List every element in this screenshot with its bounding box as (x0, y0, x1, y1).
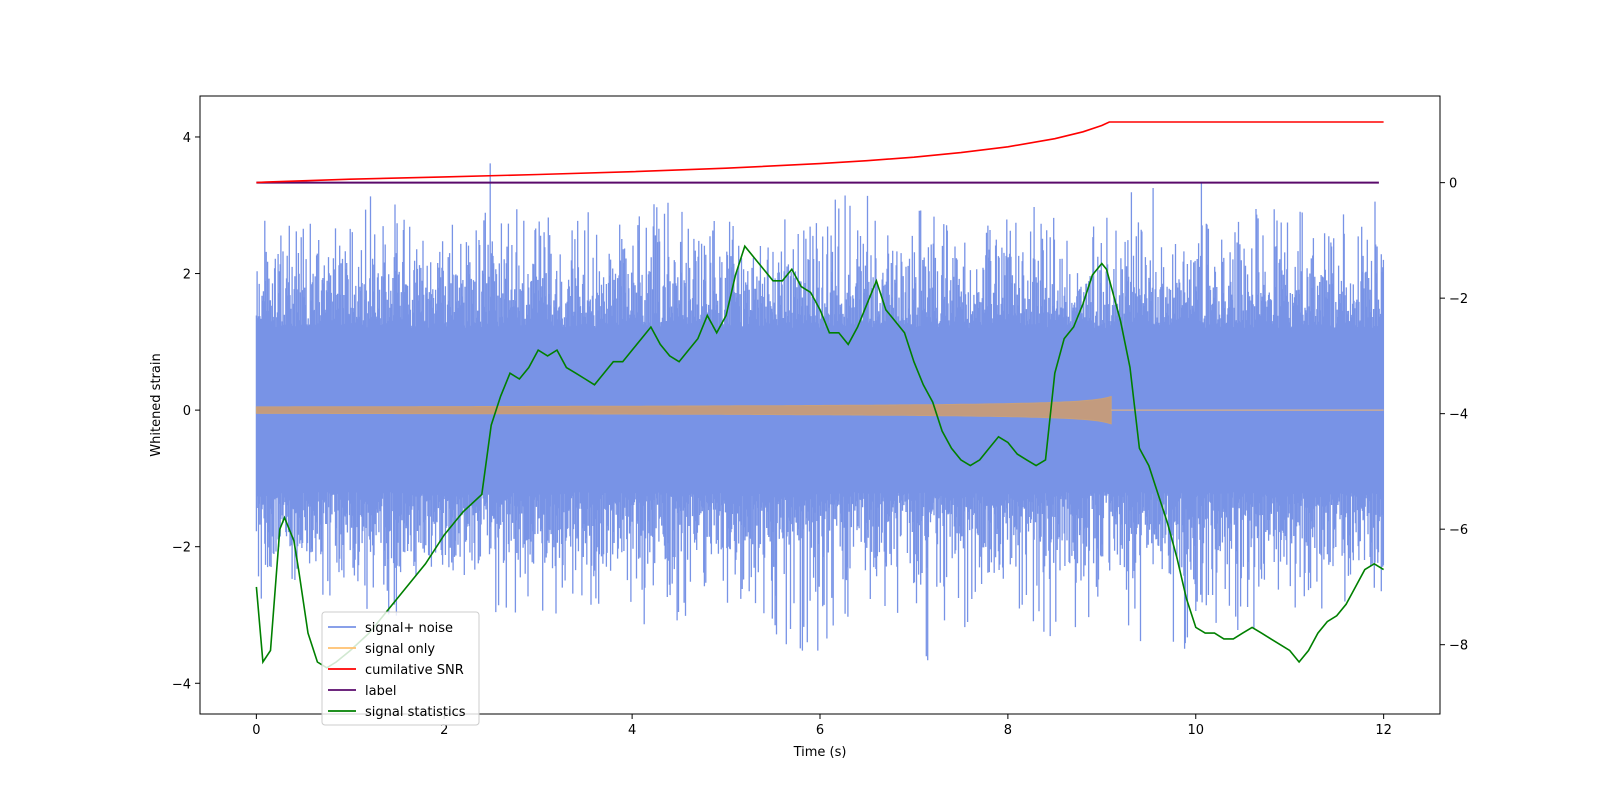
y-left-tick-label: 2 (183, 268, 191, 283)
legend-entry: cumilative SNR (365, 663, 464, 678)
y-left-tick-label: −4 (172, 677, 191, 692)
x-axis: 0 2 4 6 8 10 12 (252, 714, 1392, 738)
series-signal-statistics (255, 244, 1385, 669)
series-signal-only-chirp (255, 395, 1112, 425)
x-axis-label: Time (s) (793, 745, 847, 760)
series-cumulative-snr (256, 121, 1384, 184)
y-axis-right: 0 −2 −4 −6 −8 (1440, 177, 1468, 654)
x-tick-label: 10 (1187, 723, 1204, 738)
y-axis-left: 4 2 0 −2 −4 (172, 131, 200, 692)
legend-entry: signal only (365, 642, 435, 657)
legend: signal+ noise signal only cumilative SNR la… (321, 611, 480, 726)
plot-area (255, 121, 1385, 669)
x-tick-label: 8 (1004, 723, 1012, 738)
legend-box (321, 611, 480, 726)
y-right-tick-label: −8 (1449, 639, 1468, 654)
y-left-tick-label: 4 (183, 131, 191, 146)
x-tick-label: 2 (440, 723, 448, 738)
y-axis-left-label: Whitened strain (149, 353, 164, 456)
legend-entry: label (365, 684, 396, 699)
legend-entry: signal statistics (365, 705, 466, 720)
y-left-tick-label: −2 (172, 541, 191, 556)
y-left-tick-label: 0 (183, 404, 191, 419)
y-right-tick-label: −2 (1449, 292, 1468, 307)
x-tick-label: 4 (628, 723, 636, 738)
x-tick-label: 0 (252, 723, 260, 738)
x-tick-label: 12 (1375, 723, 1392, 738)
y-right-tick-label: −4 (1449, 408, 1468, 423)
x-tick-label: 6 (816, 723, 824, 738)
legend-entry: signal+ noise (365, 621, 453, 636)
y-right-tick-label: 0 (1449, 177, 1457, 192)
y-right-tick-label: −6 (1449, 523, 1468, 538)
